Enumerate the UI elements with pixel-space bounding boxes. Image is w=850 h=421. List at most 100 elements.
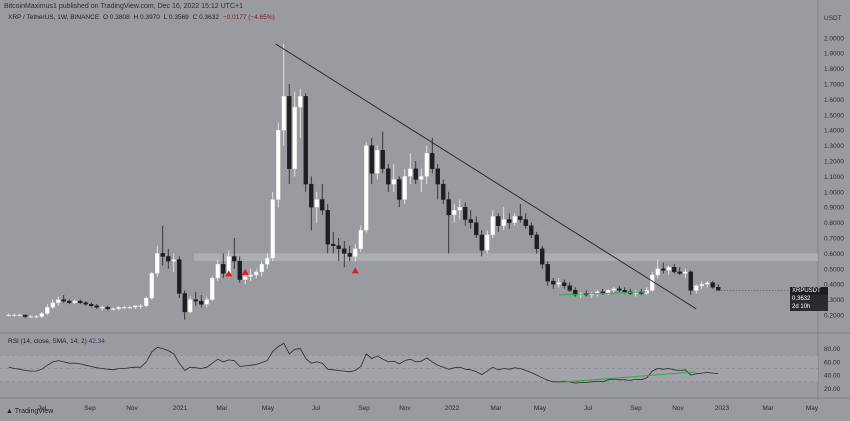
candle-body xyxy=(292,106,297,169)
candle-body xyxy=(562,282,567,286)
price-tick-label: 1.5000 xyxy=(824,112,844,119)
candle-body xyxy=(457,206,462,211)
candle-body xyxy=(501,219,506,226)
candle-body xyxy=(149,273,154,299)
candle-body xyxy=(188,299,193,313)
change-value: −0.0177 (−4.65%) xyxy=(222,14,275,21)
candle-body xyxy=(485,234,490,251)
candle-body xyxy=(215,263,220,279)
candle-body xyxy=(661,268,666,271)
time-tick-label: Sep xyxy=(630,405,642,412)
candle-body xyxy=(573,290,578,296)
time-tick-label: Jul xyxy=(312,405,321,412)
candle-body xyxy=(144,297,149,306)
rsi-line xyxy=(8,342,719,384)
candle-body xyxy=(710,282,715,288)
candle-body xyxy=(17,314,22,317)
candle-body xyxy=(446,199,451,216)
candle-body xyxy=(193,299,198,302)
candle-body xyxy=(56,299,61,303)
candle-body xyxy=(270,199,275,259)
candle-body xyxy=(402,176,407,200)
candle-body xyxy=(386,168,391,185)
support-zone xyxy=(194,253,818,262)
time-tick-label: Jul xyxy=(584,405,593,412)
rsi-tick-label: 80.00 xyxy=(824,346,841,353)
resistance-trendline xyxy=(275,43,697,310)
candle-body xyxy=(512,216,517,223)
time-tick-label: Nov xyxy=(126,405,138,412)
candle-body xyxy=(287,96,292,169)
time-tick-label: 2021 xyxy=(173,405,188,412)
support-marker xyxy=(225,270,233,277)
candle-body xyxy=(248,274,253,277)
candle-body xyxy=(694,285,699,291)
candle-body xyxy=(622,290,627,293)
support-marker xyxy=(351,267,359,274)
candle-body xyxy=(122,307,127,309)
candle-body xyxy=(397,179,402,200)
candle-body xyxy=(391,179,396,185)
candle-body xyxy=(650,274,655,291)
price-tick-label: 1.2000 xyxy=(824,159,844,166)
time-tick-label: May xyxy=(262,405,275,412)
support-marker xyxy=(241,268,249,275)
candle-body xyxy=(314,199,319,208)
candle-body xyxy=(342,248,347,254)
candle-body xyxy=(50,302,55,308)
candle-body xyxy=(441,183,446,200)
candle-body xyxy=(309,183,314,208)
candle-body xyxy=(221,263,226,274)
high-value: H 0.3970 xyxy=(133,14,160,21)
candle-body xyxy=(474,222,479,236)
candle-body xyxy=(655,268,660,276)
price-badge-value: 0.3632 xyxy=(790,295,828,303)
open-value: O 0.3808 xyxy=(102,14,130,21)
candle-body xyxy=(496,216,501,226)
candle-body xyxy=(369,145,374,174)
candle-body xyxy=(281,96,286,131)
candle-body xyxy=(545,263,550,282)
candle-body xyxy=(408,168,413,177)
rsi-label[interactable]: RSI (14, close, SMA, 14, 2) xyxy=(8,338,87,345)
rsi-value: 42.34 xyxy=(88,338,105,345)
candle-body xyxy=(12,314,17,317)
candle-body xyxy=(424,153,429,177)
price-tick-label: 1.6000 xyxy=(824,97,844,104)
candle-body xyxy=(611,288,616,291)
time-tick-label: May xyxy=(806,405,819,412)
candle-body xyxy=(556,282,561,285)
close-value: C 0.3632 xyxy=(192,14,219,21)
candle-body xyxy=(699,284,704,286)
candle-body xyxy=(100,307,105,309)
candle-body xyxy=(259,263,264,273)
time-tick-label: May xyxy=(534,405,547,412)
candle-body xyxy=(265,257,270,265)
price-tick-label: 1.0000 xyxy=(824,189,844,196)
tradingview-logo[interactable]: ▲ TradingView xyxy=(6,408,53,415)
candle-body xyxy=(529,225,534,236)
candle-body xyxy=(116,307,121,310)
rsi-divergence-line xyxy=(558,371,697,383)
price-tick-label: 0.2000 xyxy=(824,313,844,320)
time-tick-label: Jul xyxy=(38,405,47,412)
candle-body xyxy=(89,304,94,306)
price-badge-symbol: XRPUSDT xyxy=(790,287,828,295)
candle-body xyxy=(34,316,39,318)
candle-body xyxy=(666,267,671,271)
price-tick-label: 0.8000 xyxy=(824,220,844,227)
candle-body xyxy=(111,308,116,310)
symbol-legend: XRP / TetherUS, 1W, BINANCE O 0.3808 H 0… xyxy=(8,14,277,21)
candle-body xyxy=(138,305,143,307)
candle-body xyxy=(232,256,237,262)
candle-body xyxy=(617,288,622,291)
symbol-title[interactable]: XRP / TetherUS, 1W, BINANCE xyxy=(8,14,100,21)
time-tick-label: Nov xyxy=(672,405,684,412)
rsi-tick-label: 20.00 xyxy=(824,386,841,393)
candle-body xyxy=(72,300,77,303)
time-tick-label: Mar xyxy=(490,405,502,412)
candle-body xyxy=(430,153,435,169)
candle-body xyxy=(358,230,363,249)
